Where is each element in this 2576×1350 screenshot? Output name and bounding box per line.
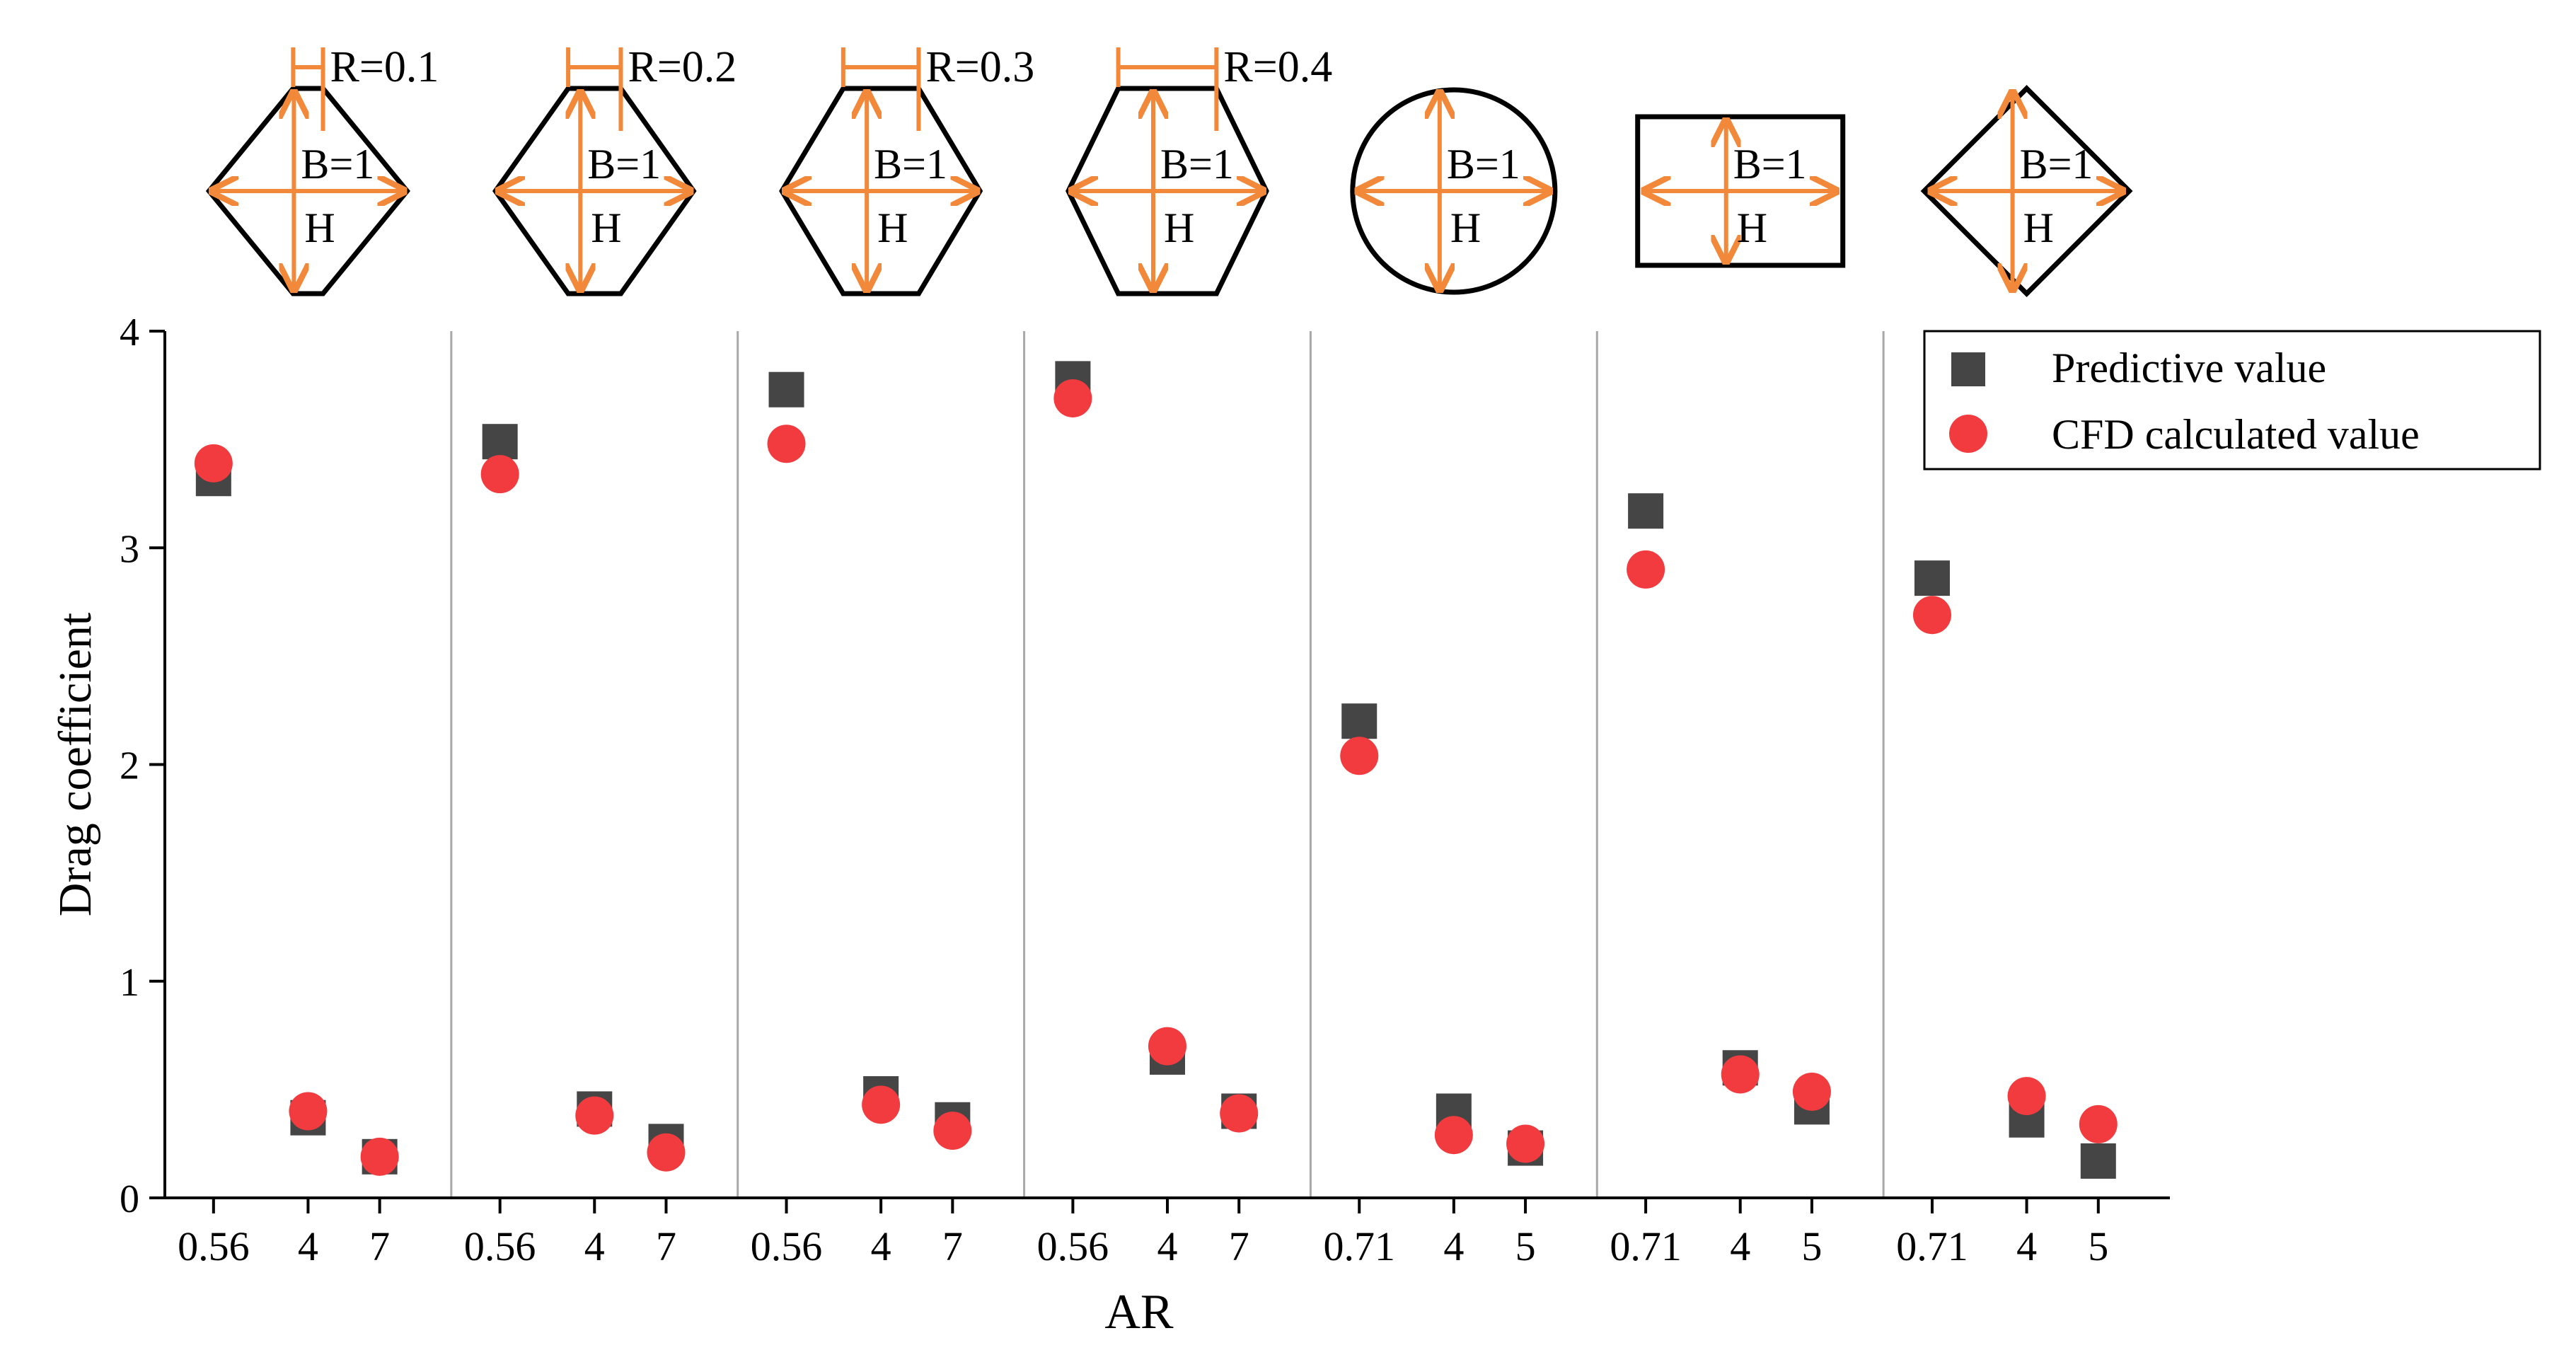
h-label: H (1450, 204, 1481, 251)
cfd-point (360, 1137, 399, 1176)
x-tick-label: 7 (1229, 1223, 1249, 1269)
y-tick-label: 0 (120, 1177, 139, 1221)
cfd-point (2079, 1104, 2118, 1143)
cross-section-hexagon: R=0.2 B=1 H (492, 43, 737, 296)
x-tick-label: 0.56 (1037, 1223, 1109, 1269)
x-tick-label: 0.56 (464, 1223, 536, 1269)
x-tick-label: 0.71 (1324, 1223, 1396, 1269)
x-tick-label: 4 (2016, 1223, 2037, 1269)
cross-section-rectangle: B=1 H (1635, 114, 1846, 268)
b-label: B=1 (1160, 141, 1234, 188)
legend-cfd-marker (1949, 415, 1987, 453)
cfd-point (933, 1112, 972, 1150)
x-tick-label: 4 (1157, 1223, 1178, 1269)
cfd-point (194, 444, 233, 483)
cfd-point (1053, 379, 1092, 417)
h-label: H (877, 204, 908, 251)
predictive-point (768, 371, 804, 408)
b-label: B=1 (1733, 141, 1807, 188)
r-label: R=0.1 (330, 43, 439, 91)
legend-predictive-label: Predictive value (2052, 345, 2326, 391)
y-tick-label: 1 (120, 961, 139, 1005)
cfd-point (1148, 1027, 1186, 1066)
x-tick-label: 7 (369, 1223, 390, 1269)
cfd-point (1506, 1124, 1545, 1163)
cfd-point (767, 425, 806, 463)
x-tick-label: 7 (656, 1223, 676, 1269)
x-tick-label: 4 (584, 1223, 605, 1269)
b-label: B=1 (301, 141, 374, 188)
cfd-point (575, 1096, 614, 1135)
r-label: R=0.2 (628, 43, 737, 91)
y-axis-label: Drag coefficient (50, 613, 101, 916)
axes: 0 1 2 3 4 Drag coefficient AR 0.56 4 7 0.56 4 7 0.56 4… (50, 311, 2170, 1339)
x-tick-label: 4 (871, 1223, 891, 1269)
cross-section-hexagon: R=0.3 B=1 H (779, 43, 1034, 296)
cfd-point (1340, 737, 1379, 775)
cross-section-hexagon: R=0.4 B=1 H (1065, 43, 1332, 296)
y-tick-label: 3 (120, 527, 139, 571)
cfd-point (862, 1085, 901, 1124)
b-label: B=1 (2020, 141, 2093, 188)
cfd-point (647, 1133, 686, 1172)
x-tick-label: 0.56 (751, 1223, 823, 1269)
cross-section-hexagon: R=0.1 B=1 H (205, 43, 439, 296)
legend-box (1923, 330, 2541, 471)
predictive-point (482, 424, 518, 460)
diamond-outline (1920, 85, 2133, 297)
cfd-point (1912, 596, 1951, 635)
legend-predictive-marker (1951, 352, 1985, 386)
cfd-point (1434, 1116, 1473, 1155)
y-tick-label: 4 (120, 311, 139, 354)
cfd-point (289, 1092, 328, 1131)
b-label: B=1 (587, 141, 661, 188)
cfd-point (1627, 550, 1665, 589)
x-tick-label: 4 (1443, 1223, 1464, 1269)
x-tick-label: 0.56 (178, 1223, 250, 1269)
r-label: R=0.4 (1223, 43, 1332, 91)
legend-cfd-label: CFD calculated value (2052, 411, 2420, 458)
cfd-point (1220, 1094, 1259, 1133)
x-tick-label: 0.71 (1896, 1223, 1968, 1269)
h-label: H (2023, 204, 2054, 251)
cross-section-sketches: R=0.1 B=1 H R=0.2 B=1 H R=0.3 B=1 H R=0.4 B=1 H B=1 H… (205, 43, 2133, 297)
cross-section-diamond: B=1 H (1920, 85, 2133, 297)
h-label: H (1164, 204, 1194, 251)
x-tick-label: 5 (1801, 1223, 1822, 1269)
plot-area (194, 331, 2118, 1198)
predictive-point (1628, 493, 1664, 529)
predictive-point (1341, 703, 1377, 739)
cfd-point (480, 455, 519, 494)
x-tick-label: 5 (1515, 1223, 1536, 1269)
cfd-point (1721, 1055, 1760, 1094)
b-label: B=1 (1447, 141, 1520, 188)
legend: Predictive value CFD calculated value (1923, 330, 2541, 471)
r-label: R=0.3 (925, 43, 1034, 91)
predictive-point (1914, 560, 1950, 596)
x-tick-label: 0.71 (1610, 1223, 1682, 1269)
x-tick-label: 5 (2088, 1223, 2108, 1269)
h-label: H (1737, 204, 1767, 251)
cfd-point (2007, 1077, 2046, 1116)
rectangle-outline (1635, 114, 1846, 268)
x-axis-label: AR (1104, 1285, 1174, 1339)
x-tick-label: 4 (1730, 1223, 1750, 1269)
h-label: H (304, 204, 335, 251)
x-tick-label: 4 (298, 1223, 318, 1269)
cfd-point (1792, 1072, 1831, 1111)
cross-section-circle: B=1 H (1350, 87, 1558, 295)
predictive-point (2080, 1143, 2116, 1179)
h-label: H (591, 204, 621, 251)
y-tick-label: 2 (120, 744, 139, 788)
b-label: B=1 (874, 141, 947, 188)
x-tick-label: 7 (942, 1223, 963, 1269)
